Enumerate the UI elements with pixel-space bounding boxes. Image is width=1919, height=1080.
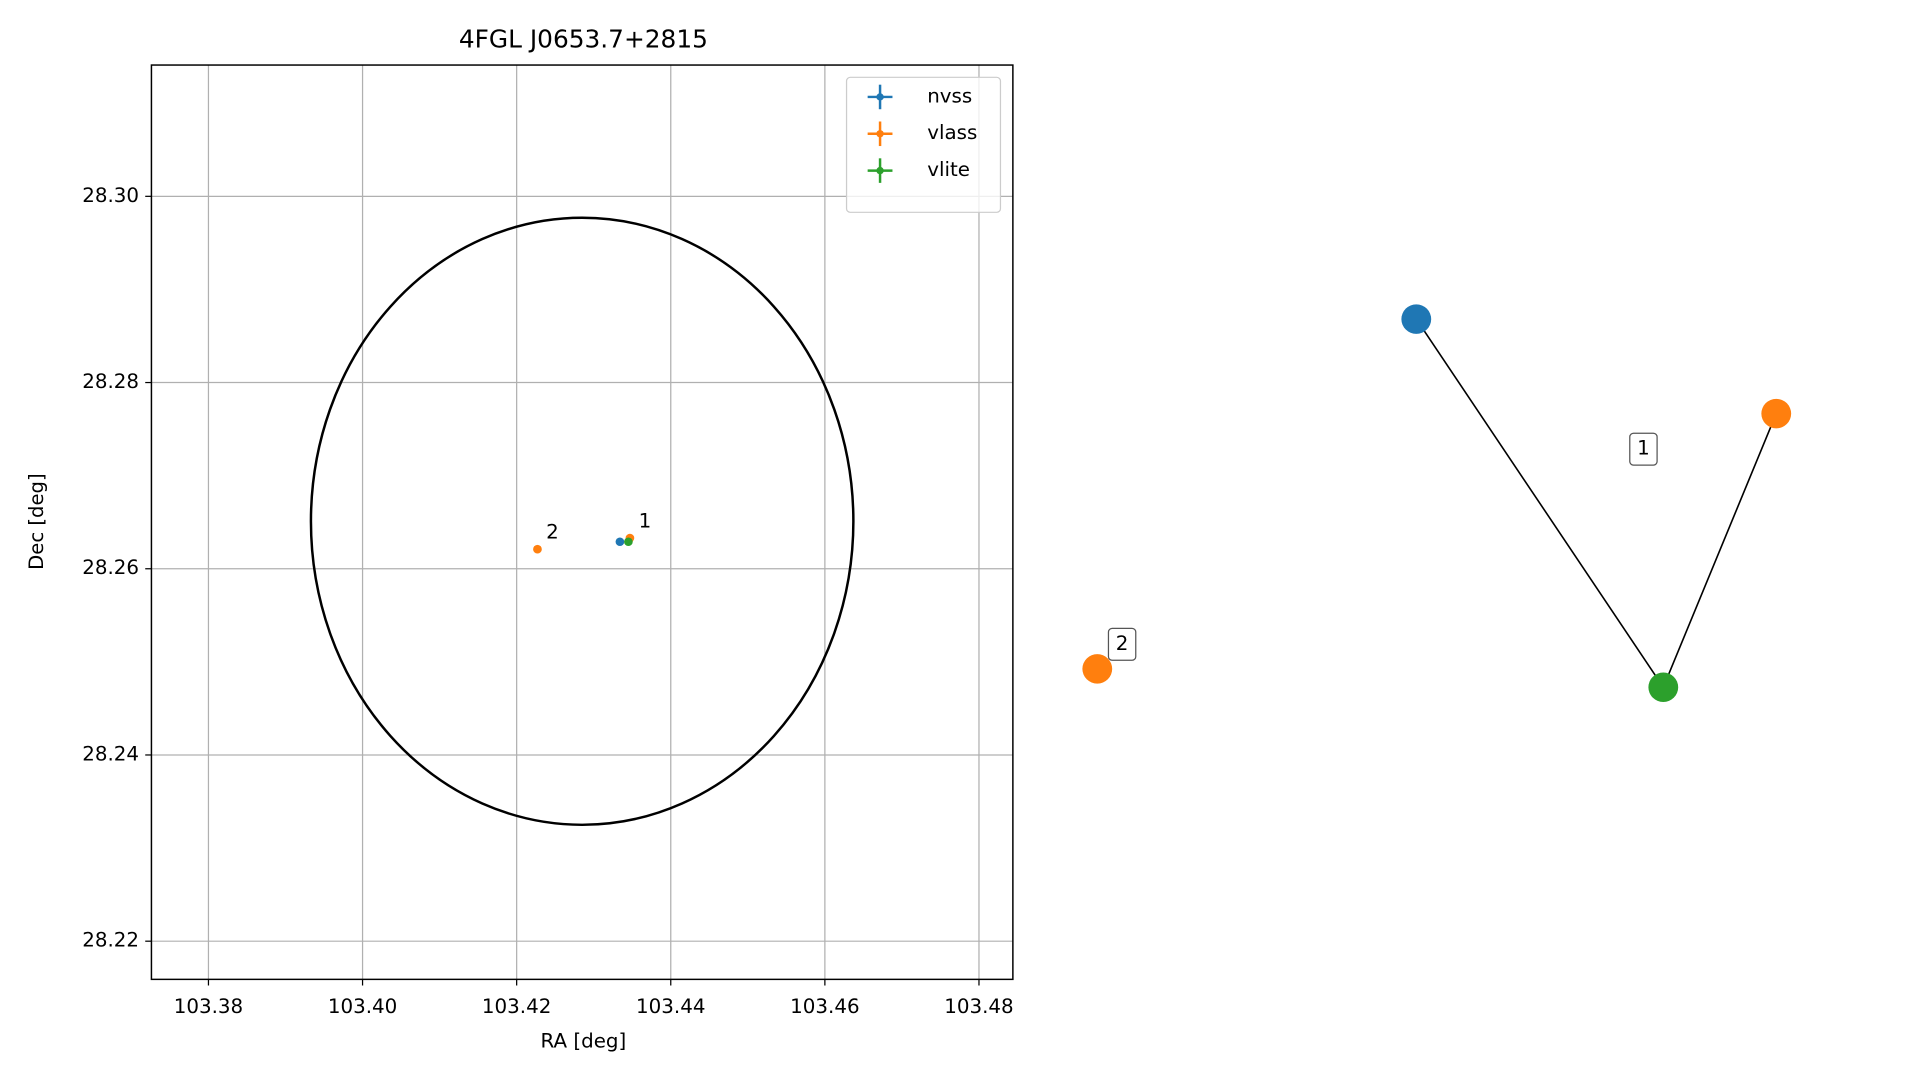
data-point	[615, 537, 625, 547]
edge	[1415, 318, 1664, 688]
x-tick-label: 103.48	[944, 995, 1013, 1018]
x-tick-label: 103.38	[174, 995, 243, 1018]
legend-swatch	[876, 130, 884, 138]
group-label-box	[1629, 432, 1658, 466]
legend-swatch	[876, 166, 884, 175]
point-label: 2	[546, 521, 559, 544]
y-tick-label: 28.26	[82, 556, 139, 579]
data-point	[533, 544, 542, 554]
legend-label: vlass	[927, 121, 977, 144]
node	[1401, 304, 1432, 334]
y-axis-label: Dec [deg]	[25, 473, 48, 570]
y-tick-label: 28.24	[82, 743, 139, 766]
error-ellipse	[309, 216, 855, 827]
x-axis-label: RA [deg]	[541, 1030, 627, 1053]
plot-frame	[150, 64, 1014, 981]
y-tick-label: 28.22	[82, 929, 139, 952]
x-tick-label: 103.42	[482, 995, 551, 1018]
node	[1761, 398, 1792, 429]
chart-title: 4FGL J0653.7+2815	[459, 25, 708, 54]
group-label-box	[1107, 627, 1137, 661]
x-tick-label: 103.46	[790, 995, 859, 1018]
node	[1648, 672, 1679, 702]
legend-label: vlite	[927, 158, 970, 181]
data-point	[624, 537, 633, 547]
legend-label: nvss	[927, 85, 972, 108]
x-tick-label: 103.44	[636, 995, 705, 1018]
y-tick-label: 28.30	[82, 184, 139, 207]
edge	[1662, 413, 1778, 688]
x-tick-label: 103.40	[328, 995, 397, 1018]
group-label: 1	[1637, 437, 1650, 460]
group-label: 2	[1116, 632, 1129, 655]
legend-swatch	[876, 93, 884, 101]
legend-box	[845, 76, 1002, 213]
node	[1082, 654, 1113, 684]
y-tick-label: 28.28	[82, 370, 139, 393]
point-label: 1	[639, 510, 652, 533]
